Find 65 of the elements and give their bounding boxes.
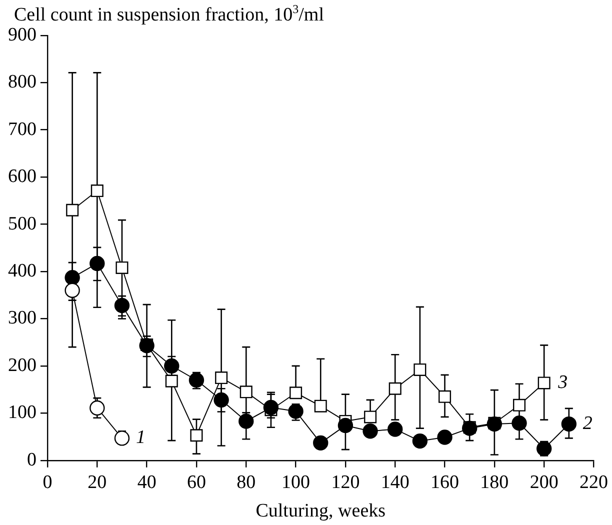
point xyxy=(66,204,79,216)
point xyxy=(214,392,229,408)
y-tick-label: 0 xyxy=(27,449,36,470)
point xyxy=(313,435,328,451)
point xyxy=(90,400,105,416)
chart-title: Cell count in suspension fraction, 10$^{3}$/ml xyxy=(14,2,324,26)
point xyxy=(362,424,378,439)
x-tick-label: 220 xyxy=(580,472,608,493)
point xyxy=(64,270,80,286)
point xyxy=(513,398,526,412)
point xyxy=(116,261,128,274)
y-tick-label: 900 xyxy=(8,24,36,46)
point xyxy=(388,382,402,395)
point xyxy=(338,418,354,434)
x-tick-label: 160 xyxy=(430,472,460,493)
series-label: 1 xyxy=(136,427,146,448)
point xyxy=(512,415,527,431)
point xyxy=(290,386,302,400)
point xyxy=(165,374,178,388)
point xyxy=(438,390,452,403)
point xyxy=(114,430,130,446)
series-label: 2 xyxy=(582,413,593,434)
point xyxy=(238,414,254,429)
point xyxy=(437,430,452,445)
y-tick-label: 200 xyxy=(8,354,36,376)
x-tick-label: 20 xyxy=(88,472,107,493)
point xyxy=(288,404,304,419)
point xyxy=(414,363,426,376)
y-tick-label: 300 xyxy=(8,308,36,329)
point xyxy=(164,358,180,374)
x-tick-label: 80 xyxy=(236,472,256,493)
point xyxy=(190,429,203,442)
y-tick-label: 400 xyxy=(8,260,36,282)
point xyxy=(215,372,228,384)
point xyxy=(240,386,252,398)
point xyxy=(263,400,279,416)
point xyxy=(486,416,502,432)
point xyxy=(388,422,403,437)
point xyxy=(90,184,104,198)
y-tick-label: 700 xyxy=(8,118,36,140)
point xyxy=(64,282,80,298)
point xyxy=(90,256,105,272)
y-tick-label: 100 xyxy=(8,402,36,424)
x-tick-label: 60 xyxy=(186,472,206,493)
y-tick-label: 500 xyxy=(8,213,36,234)
point xyxy=(139,338,154,354)
point xyxy=(364,410,377,424)
point xyxy=(538,376,550,390)
x-tick-label: 140 xyxy=(380,472,410,493)
y-tick-label: 800 xyxy=(8,72,36,93)
point xyxy=(314,400,327,412)
point xyxy=(188,372,204,388)
x-tick-label: 100 xyxy=(282,472,310,493)
x-tick-label: 0 xyxy=(42,472,52,493)
y-tick-label: 600 xyxy=(8,166,36,188)
x-tick-label: 40 xyxy=(137,472,156,493)
x-tick-label: 180 xyxy=(480,472,509,493)
point xyxy=(561,416,577,432)
x-axis-title: Culturing, weeks xyxy=(256,500,386,522)
series-label: 3 xyxy=(557,372,568,393)
x-tick-label: 120 xyxy=(331,472,360,493)
point xyxy=(536,440,552,456)
point xyxy=(114,298,130,314)
point xyxy=(412,433,428,449)
x-tick-label: 200 xyxy=(530,472,558,493)
